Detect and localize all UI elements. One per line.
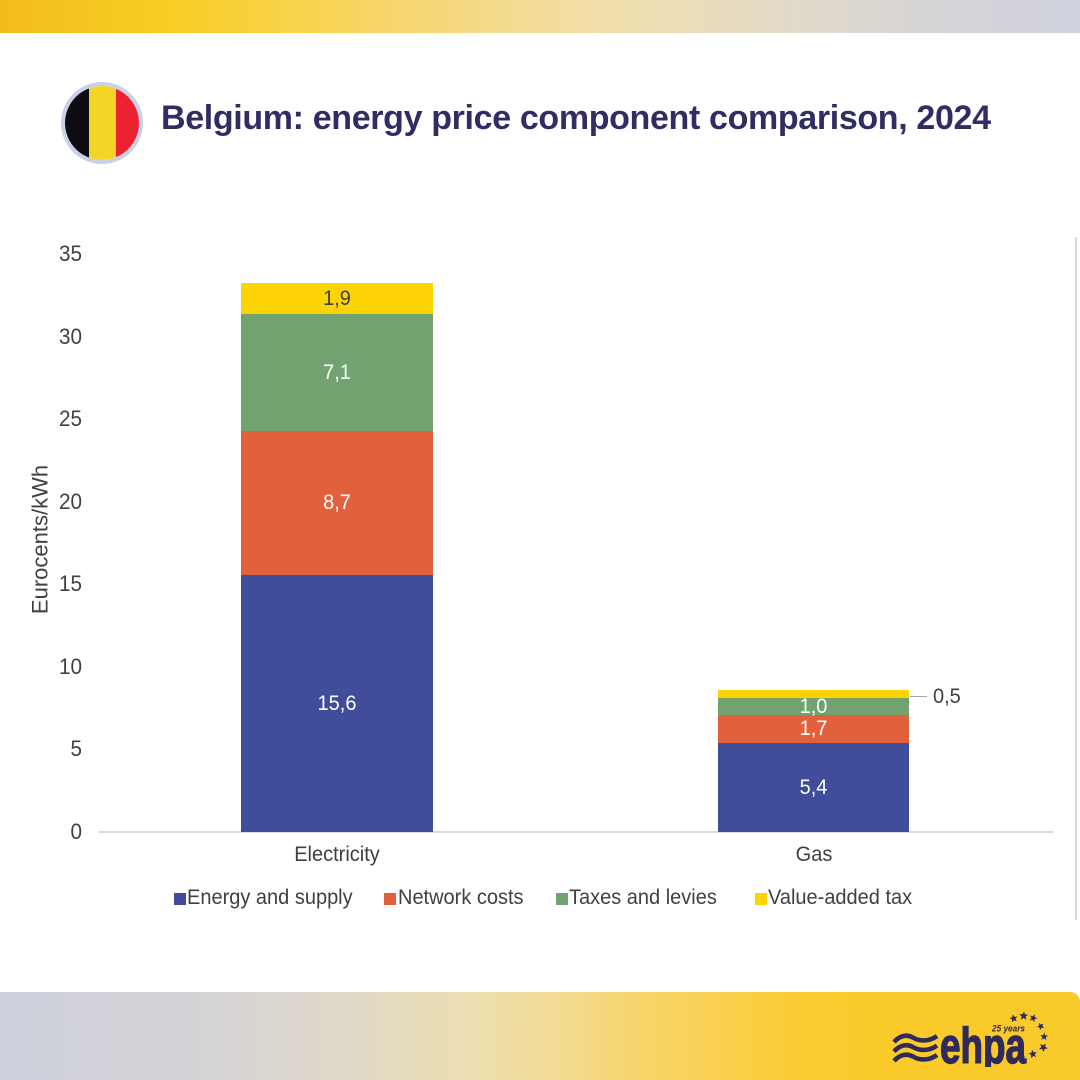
svg-text:ehpa: ehpa [940, 1018, 1027, 1074]
svg-text:25 years: 25 years [991, 1023, 1025, 1034]
